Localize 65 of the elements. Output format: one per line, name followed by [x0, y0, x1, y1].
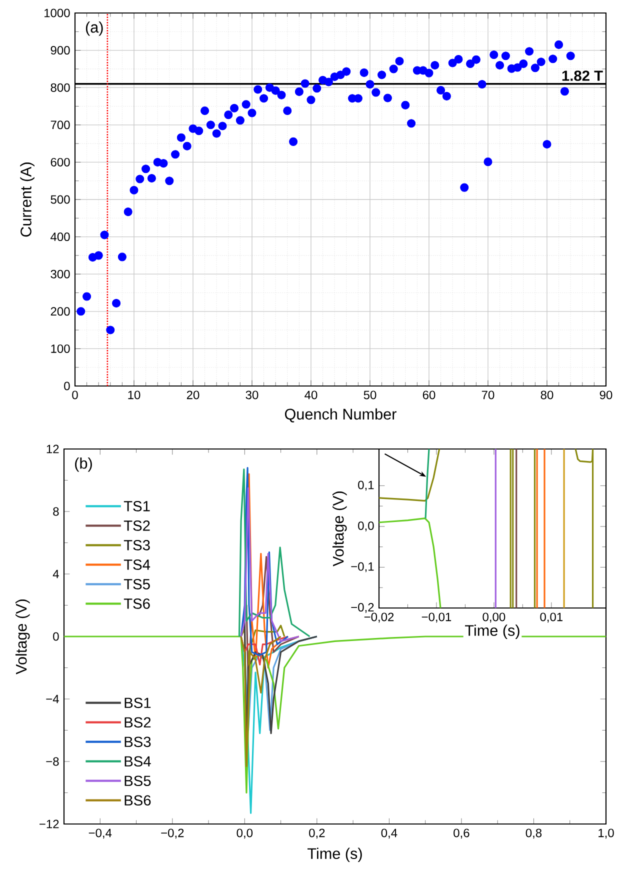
- legend-label: BS3: [124, 736, 151, 748]
- x-tick-label: 0,0: [236, 828, 253, 839]
- y-tick-label: 12: [46, 444, 59, 454]
- x-tick-label: 60: [422, 390, 436, 400]
- legend-label: BS4: [124, 756, 151, 767]
- y-tick-label: 0,0: [358, 521, 374, 532]
- x-tick-label: −0,4: [88, 828, 112, 839]
- x-tick-label: 80: [540, 390, 554, 400]
- y-tick-label: 0: [64, 382, 70, 390]
- y-tick-label: −0,1: [351, 562, 374, 572]
- y-tick-label: 600: [50, 158, 70, 166]
- x-tick-label: 40: [304, 390, 318, 400]
- y-tick-label: 500: [50, 195, 70, 204]
- x-tick-label: 20: [186, 390, 200, 400]
- y-tick-label: 900: [50, 46, 70, 55]
- y-tick-label: 800: [50, 83, 70, 92]
- y-tick-label: 200: [50, 307, 70, 316]
- legend-label: BS6: [124, 795, 151, 806]
- y-tick-label: 400: [50, 232, 70, 242]
- x-tick-label: 0: [72, 390, 78, 400]
- y-tick-label: 1000: [44, 8, 70, 18]
- legend-label: BS5: [124, 776, 151, 786]
- y-tick-label: 100: [51, 344, 70, 353]
- x-tick-label: 0,2: [309, 828, 325, 839]
- y-tick-label: 8: [53, 507, 59, 516]
- x-tick-label: 10: [128, 390, 140, 400]
- y-axis-title: Voltage (V): [15, 600, 30, 674]
- x-tick-label: 0,6: [454, 828, 470, 839]
- legend-label: TS2: [124, 520, 150, 531]
- x-tick-label: 90: [600, 390, 612, 400]
- legend-label: TS3: [124, 540, 150, 550]
- x-tick-label: −0,01: [422, 612, 452, 623]
- y-tick-label: −0,2: [351, 603, 374, 613]
- annotation: (b): [75, 457, 92, 472]
- x-axis-title: Time (s): [308, 848, 362, 862]
- x-tick-label: 30: [246, 390, 258, 400]
- x-tick-label: 0,00: [482, 612, 506, 623]
- ref-line-label: 1.82 T: [562, 70, 603, 81]
- legend-label: BS1: [124, 698, 151, 708]
- y-tick-label: 700: [50, 120, 70, 130]
- x-tick-label: 50: [364, 390, 376, 400]
- y-tick-label: 4: [52, 570, 59, 578]
- y-axis-title: Voltage (V): [332, 492, 347, 566]
- y-tick-label: −8: [46, 757, 59, 766]
- y-tick-label: −4: [46, 694, 59, 704]
- legend-label: TS4: [124, 560, 150, 570]
- x-tick-label: 0,01: [540, 612, 562, 623]
- x-tick-label: 0,8: [526, 828, 542, 839]
- legend-label: TS1: [124, 501, 150, 512]
- y-tick-label: 0,1: [358, 480, 374, 491]
- y-axis-title: Current (A): [20, 162, 34, 237]
- x-tick-label: 1,0: [598, 828, 614, 839]
- x-axis-title: Time (s): [465, 624, 520, 639]
- x-axis-title: Quench Number: [284, 408, 396, 422]
- x-tick-label: −0,2: [161, 828, 184, 839]
- y-tick-label: −12: [40, 820, 59, 828]
- x-tick-label: 0,4: [381, 828, 398, 839]
- legend-label: BS2: [124, 717, 151, 728]
- legend-label: TS6: [124, 598, 150, 609]
- x-tick-label: 70: [482, 390, 494, 400]
- annotation: (a): [86, 21, 103, 36]
- y-tick-label: 0: [53, 632, 59, 641]
- y-tick-label: 300: [50, 270, 70, 278]
- x-tick-label: −0,02: [364, 612, 394, 623]
- legend-label: TS5: [124, 579, 150, 590]
